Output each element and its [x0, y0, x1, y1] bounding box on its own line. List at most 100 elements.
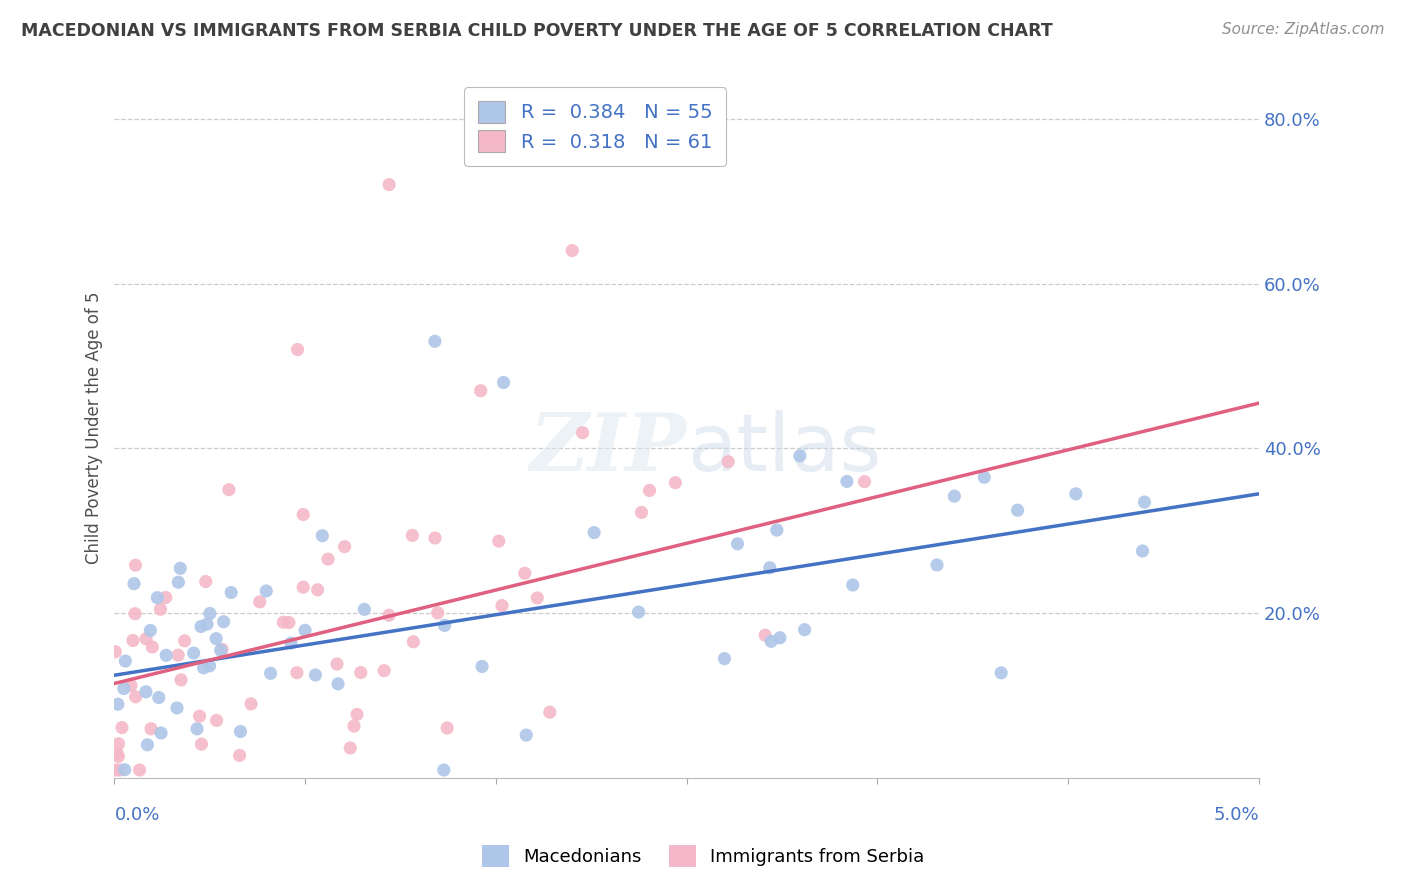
Point: [128, 763, 150, 777]
Point: [167, 648, 190, 662]
Point: [155, 591, 177, 605]
Point: [249, 595, 271, 609]
Point: [169, 561, 191, 575]
Point: [173, 633, 195, 648]
Point: [218, 483, 240, 497]
Point: [638, 483, 661, 498]
Point: [630, 505, 652, 519]
Point: [759, 634, 782, 648]
Point: [426, 606, 449, 620]
Point: [471, 659, 494, 673]
Point: [136, 738, 159, 752]
Point: [423, 334, 446, 349]
Point: [135, 632, 157, 646]
Point: [183, 646, 205, 660]
Point: [135, 685, 157, 699]
Point: [294, 624, 316, 638]
Point: [326, 657, 349, 671]
Point: [538, 705, 561, 719]
Point: [1007, 503, 1029, 517]
Legend: Macedonians, Immigrants from Serbia: Macedonians, Immigrants from Serbia: [474, 838, 932, 874]
Text: atlas: atlas: [686, 410, 882, 488]
Point: [627, 605, 650, 619]
Text: 5.0%: 5.0%: [1213, 806, 1258, 824]
Point: [107, 749, 129, 764]
Point: [148, 690, 170, 705]
Point: [713, 651, 735, 665]
Point: [488, 534, 510, 549]
Point: [120, 678, 142, 692]
Point: [423, 531, 446, 545]
Point: [343, 719, 366, 733]
Point: [717, 455, 740, 469]
Point: [339, 741, 361, 756]
Point: [198, 658, 221, 673]
Point: [205, 632, 228, 646]
Point: [401, 528, 423, 542]
Point: [311, 529, 333, 543]
Point: [139, 624, 162, 638]
Point: [195, 617, 218, 632]
Point: [122, 633, 145, 648]
Point: [254, 584, 277, 599]
Point: [1064, 487, 1087, 501]
Point: [973, 470, 995, 484]
Text: MACEDONIAN VS IMMIGRANTS FROM SERBIA CHILD POVERTY UNDER THE AGE OF 5 CORRELATIO: MACEDONIAN VS IMMIGRANTS FROM SERBIA CHI…: [21, 22, 1053, 40]
Point: [111, 721, 134, 735]
Point: [211, 642, 233, 657]
Point: [105, 747, 128, 761]
Point: [326, 677, 349, 691]
Point: [758, 560, 780, 574]
Point: [212, 615, 235, 629]
Point: [155, 648, 177, 663]
Point: [346, 707, 368, 722]
Point: [353, 602, 375, 616]
Point: [943, 489, 966, 503]
Point: [664, 475, 686, 490]
Point: [470, 384, 492, 398]
Point: [990, 665, 1012, 680]
Point: [433, 618, 456, 632]
Text: ZIP: ZIP: [530, 410, 686, 488]
Point: [793, 623, 815, 637]
Point: [104, 763, 127, 777]
Point: [789, 449, 811, 463]
Point: [316, 552, 339, 566]
Point: [766, 523, 789, 537]
Point: [205, 714, 228, 728]
Point: [219, 585, 242, 599]
Legend: R =  0.384   N = 55, R =  0.318   N = 61: R = 0.384 N = 55, R = 0.318 N = 61: [464, 87, 725, 166]
Point: [287, 343, 309, 357]
Point: [190, 619, 212, 633]
Point: [333, 540, 356, 554]
Point: [273, 615, 295, 630]
Point: [925, 558, 948, 572]
Point: [198, 607, 221, 621]
Point: [114, 654, 136, 668]
Point: [842, 578, 865, 592]
Point: [186, 722, 208, 736]
Point: [112, 681, 135, 696]
Point: [491, 599, 513, 613]
Point: [104, 645, 127, 659]
Point: [149, 602, 172, 616]
Point: [141, 640, 163, 654]
Point: [124, 607, 146, 621]
Point: [835, 475, 858, 489]
Point: [170, 673, 193, 687]
Point: [515, 728, 537, 742]
Point: [280, 636, 302, 650]
Point: [194, 574, 217, 589]
Point: [150, 726, 173, 740]
Point: [754, 628, 776, 642]
Point: [436, 721, 458, 735]
Point: [228, 748, 250, 763]
Point: [285, 665, 308, 680]
Point: [107, 737, 129, 751]
Point: [188, 709, 211, 723]
Point: [259, 666, 281, 681]
Point: [402, 634, 425, 648]
Point: [571, 425, 593, 440]
Text: 0.0%: 0.0%: [114, 806, 160, 824]
Point: [107, 697, 129, 711]
